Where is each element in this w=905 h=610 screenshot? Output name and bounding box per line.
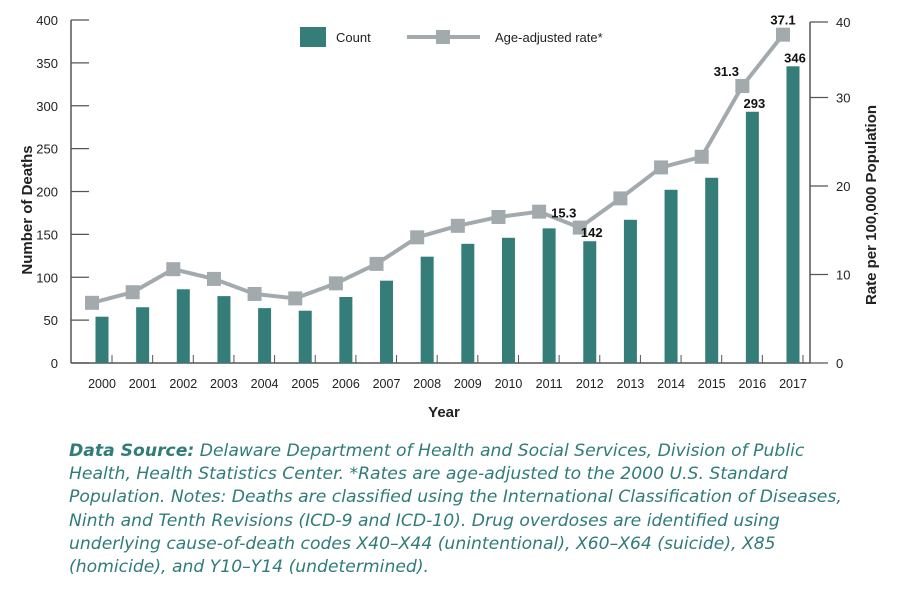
rate-marker-2006	[328, 276, 343, 291]
rate-marker-2002	[166, 262, 181, 277]
legend-rate-marker	[436, 30, 450, 44]
x-tick-label: 2005	[291, 377, 319, 391]
right-tick-label: 0	[836, 356, 843, 371]
rate-marker-2003	[206, 271, 221, 286]
rate-line	[91, 33, 785, 305]
x-tick-label: 2011	[536, 377, 563, 391]
rate-label-2016: 31.3	[714, 64, 739, 79]
legend-rate-label: Age-adjusted rate*	[495, 30, 603, 45]
left-tick-label: 150	[36, 227, 58, 242]
left-tick-label: 400	[36, 13, 58, 28]
bar-2009	[461, 243, 475, 363]
data-source-caption: Data Source: Delaware Department of Heal…	[69, 440, 869, 579]
bar-2010	[501, 237, 515, 363]
rate-marker-2007	[369, 256, 384, 271]
bar-2015	[705, 177, 719, 363]
x-tick-label: 2006	[332, 377, 360, 391]
x-tick-label: 2012	[576, 377, 604, 391]
rate-marker-2014	[654, 160, 669, 175]
rate-marker-2000	[85, 295, 99, 310]
bar-2017	[786, 66, 800, 364]
caption-label: Data Source:	[69, 441, 195, 461]
rate-marker-2005	[288, 291, 303, 306]
bar-2005	[298, 310, 312, 363]
rate-marker-2016	[735, 78, 750, 93]
x-tick-label: 2002	[169, 377, 197, 391]
legend-count-swatch	[300, 27, 326, 47]
rate-marker-2010	[491, 209, 506, 224]
bar-2013	[623, 219, 637, 363]
x-tick-label: 2008	[413, 377, 441, 391]
rate-marker-2017	[776, 27, 790, 42]
count-label-2017: 346	[784, 50, 806, 65]
rate-marker-2012	[572, 220, 587, 235]
x-tick-label: 2003	[210, 377, 238, 391]
x-tick-label: 2017	[779, 377, 807, 391]
rate-marker-2013	[613, 191, 628, 206]
left-tick-label: 0	[51, 356, 58, 371]
count-label-2012: 142	[581, 225, 603, 240]
bar-2008	[420, 256, 434, 363]
x-tick-label: 2004	[251, 377, 279, 391]
left-tick-label: 250	[36, 142, 58, 157]
bar-2004	[258, 308, 272, 363]
rate-marker-2001	[125, 285, 140, 300]
x-tick-label: 2016	[738, 377, 766, 391]
bar-2001	[136, 307, 150, 363]
rate-label-2017: 37.1	[770, 13, 795, 28]
x-tick-label: 2009	[454, 377, 482, 391]
x-tick-label: 2014	[657, 377, 685, 391]
rate-label-2012: 15.3	[551, 206, 576, 221]
left-tick-label: 350	[36, 56, 58, 71]
left-tick-label: 200	[36, 185, 58, 200]
right-axis-title: Rate per 100,000 Population	[863, 105, 880, 305]
rate-marker-2009	[450, 218, 465, 233]
overdose-chart: 0 50 100 150 200 250 300 350 400 0 10 20 30 40 2000 200…	[19, 13, 880, 421]
caption-text: Delaware Department of Health and Social…	[69, 441, 842, 578]
bar-2012	[583, 241, 597, 363]
bar-2014	[664, 189, 678, 363]
left-axis-title: Number of Deaths	[19, 145, 36, 274]
x-tick-label: 2007	[373, 377, 401, 391]
rate-marker-2011	[532, 204, 547, 219]
x-tick-label: 2010	[495, 377, 523, 391]
right-tick-label: 10	[836, 268, 850, 283]
count-label-2016: 293	[744, 96, 766, 111]
x-axis-title: Year	[428, 404, 460, 421]
bar-2016	[745, 111, 759, 363]
x-tick-label: 2013	[617, 377, 645, 391]
rate-marker-2015	[694, 149, 709, 164]
bar-2003	[217, 296, 231, 363]
bar-2000	[95, 316, 109, 363]
x-tick-label: 2000	[88, 377, 116, 391]
left-tick-label: 300	[36, 99, 58, 114]
left-tick-label: 100	[36, 270, 58, 285]
rate-marker-2008	[410, 230, 425, 245]
bar-2007	[380, 280, 394, 363]
rate-marker-2004	[247, 286, 262, 301]
x-tick-label: 2001	[129, 377, 157, 391]
left-tick-label: 50	[44, 313, 58, 328]
legend-count-label: Count	[336, 30, 371, 45]
right-tick-label: 20	[836, 179, 850, 194]
x-tick-label: 2015	[698, 377, 726, 391]
bar-2011	[542, 228, 556, 363]
bar-2002	[176, 289, 190, 363]
right-tick-label: 40	[836, 15, 850, 30]
right-tick-label: 30	[836, 91, 850, 106]
bar-2006	[339, 296, 353, 363]
